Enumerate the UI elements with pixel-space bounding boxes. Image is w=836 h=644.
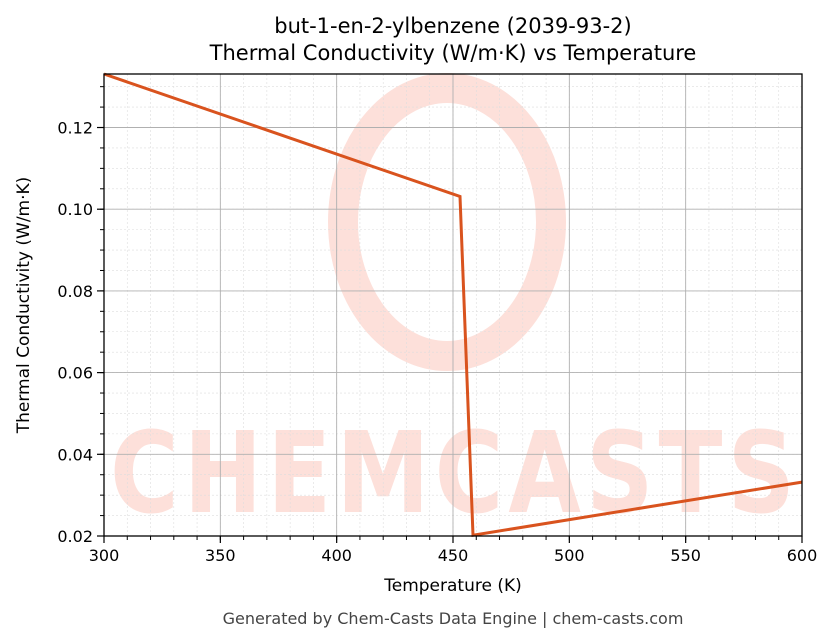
y-tick-label: 0.04	[57, 445, 93, 464]
x-tick-label: 500	[554, 546, 585, 565]
x-tick-label: 300	[89, 546, 120, 565]
y-tick-label: 0.06	[57, 364, 93, 383]
y-tick-label: 0.08	[57, 282, 93, 301]
x-tick-label: 450	[438, 546, 469, 565]
data-series	[103, 72, 803, 537]
chart-title: but-1-en-2-ylbenzene (2039-93-2)	[274, 14, 632, 38]
x-tick-label: 600	[787, 546, 818, 565]
y-tick-label: 0.10	[57, 200, 93, 219]
watermark-text: CHEMCASTS	[110, 409, 800, 539]
x-tick-label: 550	[670, 546, 701, 565]
y-tick-label: 0.02	[57, 527, 93, 546]
x-axis-label: Temperature (K)	[384, 576, 522, 596]
axis-ticks: 300 350 400 450 500 550 600 0.02 0.04 0.06 0.08 0.1…	[57, 86, 818, 565]
chart-subtitle: Thermal Conductivity (W/m·K) vs Temperat…	[209, 41, 697, 65]
watermark: CHEMCASTS	[110, 73, 800, 539]
y-tick-label: 0.12	[57, 119, 93, 138]
y-axis-label: Thermal Conductivity (W/m·K)	[14, 176, 34, 434]
x-tick-label: 400	[321, 546, 352, 565]
footer-credit: Generated by Chem-Casts Data Engine | ch…	[222, 609, 684, 628]
series-line	[103, 72, 803, 537]
x-tick-label: 350	[205, 546, 236, 565]
